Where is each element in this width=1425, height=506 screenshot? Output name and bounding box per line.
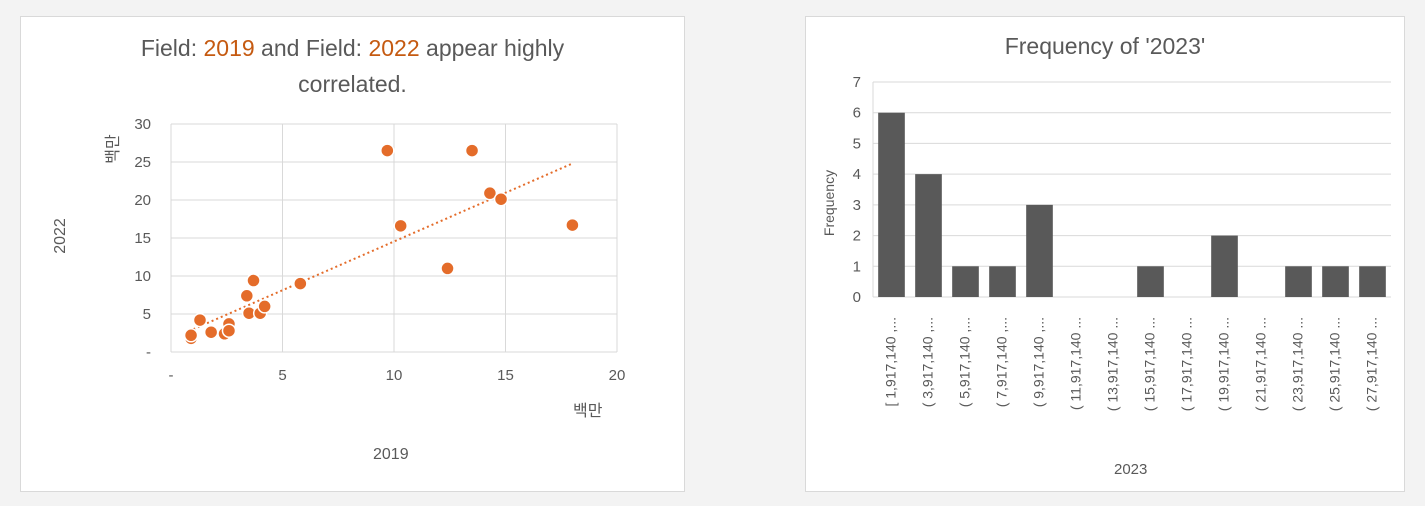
scatter-y-ticks: - 5 10 15 20 25 30 bbox=[134, 116, 151, 361]
scatter-y-tick-label: 15 bbox=[134, 230, 151, 247]
title-text: Field: bbox=[140, 35, 204, 61]
histogram-chart-card: Frequency of '2023' 0 1 2 3 4 5 6 7 [ 1,917,140… bbox=[805, 16, 1405, 492]
scatter-x-tick-label: 10 bbox=[386, 367, 403, 384]
scatter-gridlines bbox=[170, 123, 618, 353]
scatter-y-tick-label: 20 bbox=[134, 192, 151, 209]
histogram-x-axis-title: 2023 bbox=[1114, 461, 1148, 478]
histogram-bin-label: ( 17,917,140 ... bbox=[1179, 317, 1195, 411]
histogram-title: Frequency of '2023' bbox=[1004, 33, 1206, 59]
title-text: appear highly bbox=[419, 35, 565, 61]
scatter-chart-card: Field: 2019 and Field: 2022 appear highl… bbox=[20, 16, 685, 492]
x-unit-label: 백만 bbox=[573, 403, 603, 420]
scatter-x-ticks: - 5 10 15 20 bbox=[169, 367, 626, 384]
histogram-y-tick-label: 1 bbox=[853, 258, 861, 275]
scatter-x-tick-label: 15 bbox=[497, 367, 514, 384]
scatter-y-tick-label: - bbox=[146, 344, 151, 361]
scatter-point bbox=[192, 312, 208, 328]
histogram-y-ticks: 0 1 2 3 4 5 6 7 bbox=[853, 74, 861, 306]
histogram-bin-label: ( 21,917,140 ... bbox=[1253, 317, 1269, 411]
histogram-bars bbox=[878, 112, 1386, 297]
scatter-y-tick-label: 10 bbox=[134, 268, 151, 285]
scatter-y-tick-label: 30 bbox=[134, 116, 151, 133]
histogram-bin-label: ( 13,917,140 ... bbox=[1105, 317, 1121, 411]
histogram-plot: 0 1 2 3 4 5 6 7 [ 1,917,140 ,... ( 3,917,140 ,..… bbox=[853, 74, 1391, 411]
histogram-bin-label: ( 23,917,140 ... bbox=[1290, 317, 1306, 411]
histogram-y-tick-label: 6 bbox=[853, 105, 861, 122]
histogram-bar bbox=[1359, 266, 1386, 297]
histogram-bin-label: ( 11,917,140 ... bbox=[1068, 317, 1084, 410]
histogram-bin-label: ( 19,917,140 ... bbox=[1216, 317, 1232, 411]
scatter-point bbox=[565, 217, 580, 233]
title-field-y: 2022 bbox=[368, 35, 420, 61]
scatter-points bbox=[183, 143, 580, 346]
histogram-bin-label: ( 5,917,140 ,... bbox=[957, 317, 973, 407]
scatter-point bbox=[380, 143, 395, 158]
y-unit-label: 백만 bbox=[105, 134, 122, 164]
trendline bbox=[192, 162, 573, 331]
scatter-y-tick-label: 5 bbox=[143, 306, 151, 323]
scatter-point bbox=[183, 328, 199, 343]
scatter-y-tick-label: 25 bbox=[134, 154, 151, 171]
scatter-trendline-group bbox=[192, 162, 573, 331]
scatter-x-tick-label: 20 bbox=[609, 367, 626, 384]
histogram-y-tick-label: 7 bbox=[853, 74, 861, 91]
histogram-bin-label: [ 1,917,140 ,... bbox=[883, 317, 899, 407]
scatter-point bbox=[493, 191, 509, 207]
y-axis-title: 2022 bbox=[52, 218, 69, 254]
histogram-bar bbox=[1137, 266, 1164, 297]
histogram-y-tick-label: 5 bbox=[853, 135, 861, 152]
histogram-bar bbox=[1285, 266, 1312, 297]
title-text: and Field: bbox=[254, 35, 369, 61]
scatter-point bbox=[246, 273, 261, 288]
histogram-bar bbox=[878, 112, 905, 297]
histogram-bar bbox=[1026, 204, 1053, 297]
scatter-point bbox=[221, 323, 237, 338]
title-field-x: 2019 bbox=[203, 35, 255, 61]
histogram-x-ticks: [ 1,917,140 ,... ( 3,917,140 ,... ( 5,917,… bbox=[883, 317, 1380, 411]
scatter-x-tick-label: 5 bbox=[278, 367, 286, 384]
histogram-bin-label: ( 3,917,140 ,... bbox=[920, 317, 936, 407]
scatter-point bbox=[203, 324, 219, 340]
scatter-point bbox=[393, 218, 408, 234]
histogram-y-tick-label: 4 bbox=[853, 166, 861, 183]
histogram-bin-label: ( 7,917,140 ,... bbox=[994, 317, 1010, 407]
scatter-point bbox=[464, 143, 480, 158]
scatter-point bbox=[482, 185, 498, 201]
scatter-point bbox=[293, 276, 308, 291]
histogram-bar bbox=[1322, 266, 1349, 297]
x-axis-title: 2019 bbox=[373, 446, 409, 463]
histogram-bar bbox=[915, 174, 942, 297]
histogram-bin-label: ( 9,917,140 ,... bbox=[1031, 317, 1047, 407]
histogram-y-axis-title: Frequency bbox=[821, 169, 837, 237]
scatter-x-tick-label: - bbox=[169, 367, 174, 384]
scatter-plot: - 5 10 15 20 - 5 10 15 20 25 30 bbox=[134, 116, 626, 384]
scatter-point bbox=[239, 288, 255, 304]
histogram-bin-label: ( 27,917,140 ... bbox=[1364, 317, 1380, 411]
histogram-bin-label: ( 15,917,140 ... bbox=[1142, 317, 1158, 411]
histogram-y-tick-label: 0 bbox=[853, 289, 861, 306]
histogram-bar bbox=[952, 266, 979, 297]
histogram-y-tick-label: 3 bbox=[853, 197, 861, 214]
scatter-point bbox=[257, 299, 272, 314]
histogram-y-tick-label: 2 bbox=[853, 228, 861, 245]
histogram-bar bbox=[989, 266, 1016, 297]
scatter-point bbox=[440, 261, 455, 276]
histogram-bar bbox=[1211, 235, 1238, 297]
scatter-chart-title-line2: correlated. bbox=[298, 71, 407, 97]
scatter-chart-title: Field: 2019 and Field: 2022 appear highl… bbox=[21, 35, 684, 62]
histogram-gridlines bbox=[872, 81, 1391, 298]
histogram-bin-label: ( 25,917,140 ... bbox=[1327, 317, 1343, 411]
